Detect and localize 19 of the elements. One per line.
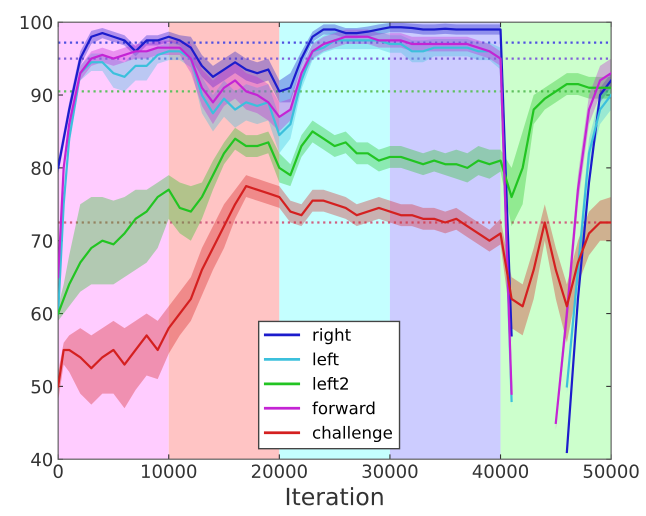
legend-label: forward <box>312 401 374 414</box>
x-tick-label: 10000 <box>142 464 196 478</box>
x-tick-label: 40000 <box>472 464 528 478</box>
y-tick-label: 70 <box>32 234 52 248</box>
legend-label: left <box>314 352 339 366</box>
y-tick-label: 40 <box>31 452 52 466</box>
x-axis-title: Iteration <box>286 487 383 506</box>
legend-label: left2 <box>314 376 348 390</box>
x-tick-label: 20000 <box>252 464 307 478</box>
x-tick-label: 30000 <box>362 464 418 478</box>
y-tick-label: 80 <box>32 161 52 175</box>
y-tick-label: 100 <box>20 16 52 30</box>
legend-label: right <box>314 328 351 344</box>
x-tick-label: 50000 <box>584 464 639 478</box>
y-tick-label: 50 <box>32 380 52 394</box>
legend-label: challenge <box>312 426 392 442</box>
x-tick-label: 0 <box>54 464 63 478</box>
y-tick-label: 60 <box>32 307 52 321</box>
y-tick-label: 90 <box>31 88 52 102</box>
